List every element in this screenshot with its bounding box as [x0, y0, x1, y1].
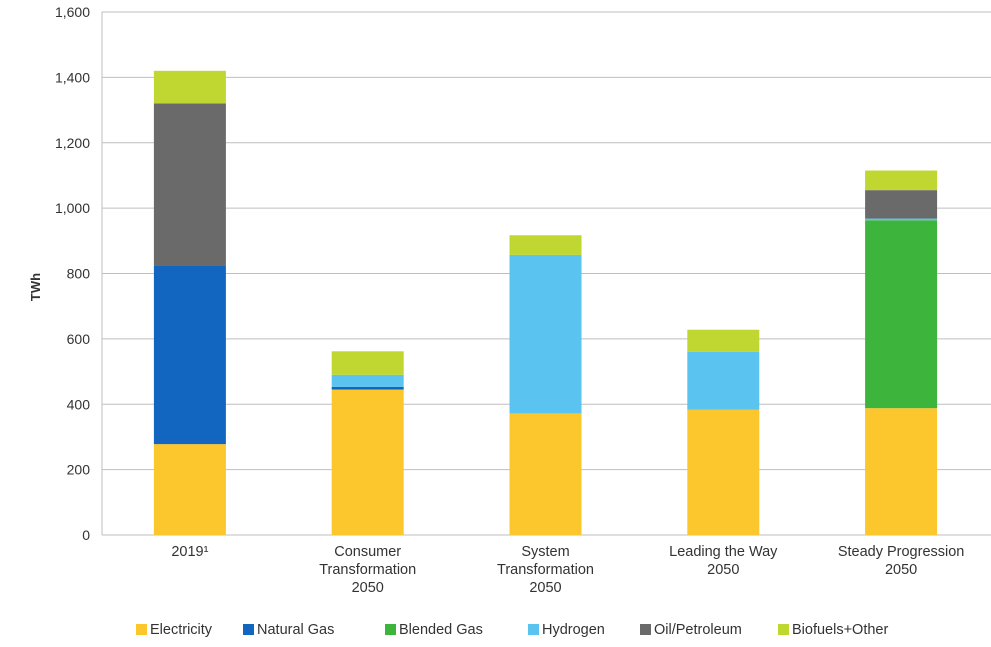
bar-segment	[865, 170, 938, 191]
y-tick-label: 200	[67, 462, 91, 478]
legend-label: Biofuels+Other	[792, 622, 888, 638]
bar-segment	[153, 103, 226, 266]
bar-segment	[687, 351, 760, 410]
bar-segment	[509, 413, 582, 535]
bar-segment	[687, 409, 760, 535]
bar-segment	[153, 444, 226, 535]
bar-segment	[865, 218, 938, 221]
x-axis-labels: 2019¹ Consumer Transformation 2050 System Tra…	[171, 544, 964, 596]
legend-swatch	[136, 624, 147, 635]
x-category-label: 2019¹	[171, 544, 208, 560]
legend-swatch	[243, 624, 254, 635]
legend-swatch	[778, 624, 789, 635]
bar-segment	[331, 351, 404, 375]
y-tick-label: 400	[67, 396, 91, 412]
y-tick-label: 600	[67, 331, 91, 347]
x-category-label: Consumer Transformation 2050	[319, 544, 416, 596]
y-tick-label: 1,600	[55, 4, 90, 20]
y-tick-label: 800	[67, 266, 91, 282]
bar-segment	[331, 386, 404, 390]
y-tick-label: 1,400	[55, 69, 90, 85]
bar-segment	[153, 265, 226, 445]
bar-segment	[509, 254, 582, 414]
legend-label: Blended Gas	[399, 622, 483, 638]
legend-swatch	[640, 624, 651, 635]
bar-segment	[865, 220, 938, 409]
bar-segment	[865, 408, 938, 535]
y-tick-label: 1,200	[55, 135, 90, 151]
legend-label: Oil/Petroleum	[654, 622, 742, 638]
x-category-label: Steady Progression 2050	[838, 544, 965, 578]
y-tick-label: 0	[82, 527, 90, 543]
bar-segment	[687, 329, 760, 352]
y-axis-ticks: 0 200 400 600 800 1,000 1,200 1,400 1,600	[55, 4, 90, 543]
x-category-label: Leading the Way 2050	[669, 544, 778, 578]
bar-segment	[509, 235, 582, 255]
bar-segment	[331, 389, 404, 535]
bar-segment	[865, 190, 938, 219]
legend-swatch	[528, 624, 539, 635]
legend-label: Hydrogen	[542, 622, 605, 638]
legend-label: Natural Gas	[257, 622, 334, 638]
legend: Electricity Natural Gas Blended Gas Hydroge…	[136, 622, 888, 638]
legend-label: Electricity	[150, 622, 213, 638]
y-tick-label: 1,000	[55, 200, 90, 216]
bar-segment	[331, 374, 404, 387]
x-category-label: System Transformation 2050	[497, 544, 594, 596]
legend-swatch	[385, 624, 396, 635]
y-axis-title: TWh	[28, 273, 43, 301]
bar-segment	[153, 70, 226, 104]
bars	[153, 70, 938, 535]
